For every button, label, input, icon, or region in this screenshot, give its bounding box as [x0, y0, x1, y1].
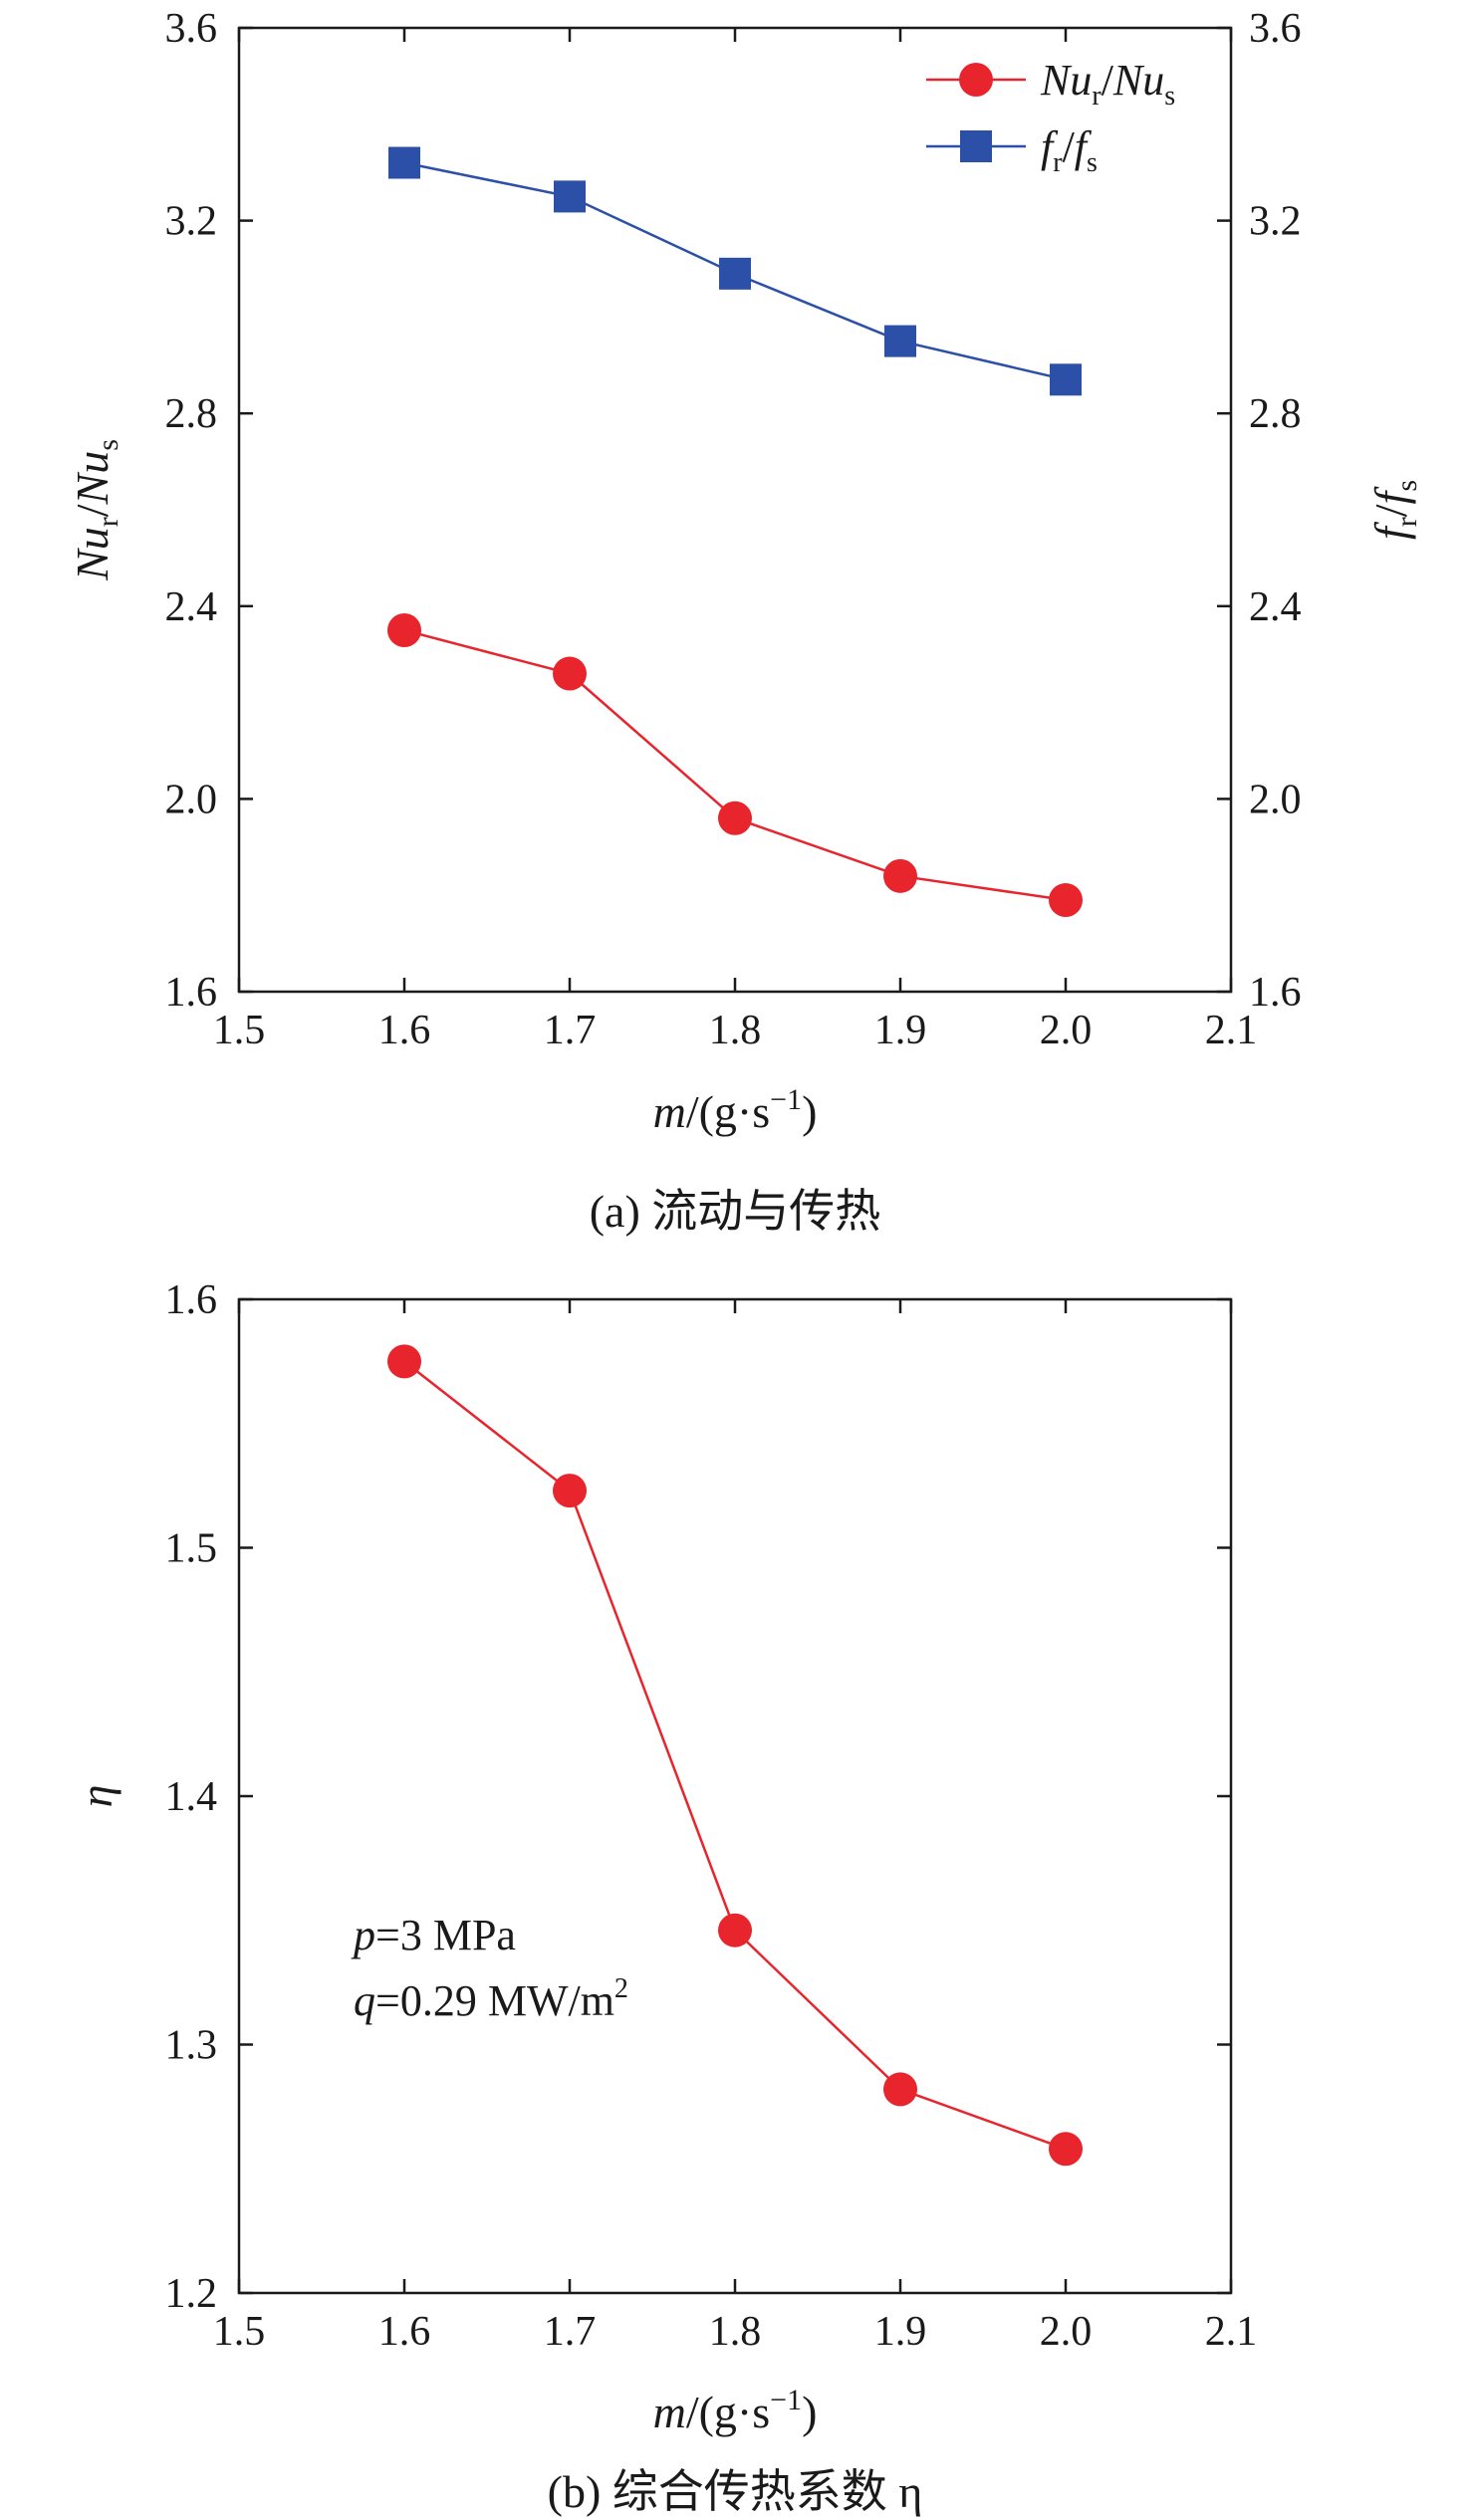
legend-label-nu: Nur/Nus	[1040, 56, 1175, 112]
data-point-eta	[718, 1913, 752, 1947]
x-tick-label: 1.5	[213, 1008, 266, 1053]
series-line-nu	[403, 628, 1067, 902]
y-axis-label-left-a: Nur/Nus	[67, 439, 124, 581]
data-point-eta	[553, 1474, 587, 1508]
series-markers-b	[387, 1344, 1083, 2167]
series-markers-a	[387, 146, 1083, 918]
y-tick-label: 1.4	[165, 1774, 218, 1820]
y-ticks-a: 1.6 2.0 2.4 2.8 3.2 3.6	[165, 6, 253, 1016]
y-tick-label: 1.5	[165, 1526, 218, 1572]
y-tick-label-right: 3.2	[1249, 199, 1302, 245]
data-point-eta	[883, 2072, 917, 2107]
data-point-nu	[883, 858, 917, 893]
plot-frame-a	[237, 26, 1233, 994]
y-axis-label-right-a: fr/fs	[1365, 480, 1423, 540]
x-ticks-a: 1.5 1.6 1.7 1.8 1.9 2.0 2.1	[213, 28, 1258, 1053]
y-tick-label-right: 2.4	[1249, 584, 1302, 630]
x-tick-label: 1.6	[378, 2309, 431, 2355]
legend-label-f: fr/fs	[1041, 122, 1098, 178]
y-tick-label: 1.6	[165, 1277, 218, 1323]
data-point-nu	[553, 656, 587, 691]
data-point-eta	[387, 1344, 421, 1379]
x-tick-label: 1.7	[544, 1008, 597, 1053]
y-tick-label: 1.6	[165, 970, 218, 1016]
x-tick-label: 1.9	[874, 1008, 927, 1053]
panel-a: 1.5 1.6 1.7 1.8 1.9 2.0 2.1 1.62.02.42.83.23.6…	[67, 6, 1423, 1237]
y-tick-label-right: 2.0	[1249, 777, 1302, 822]
series-lines-b	[403, 1360, 1067, 2151]
y-tick-label: 1.3	[165, 2023, 218, 2069]
data-point-nu	[387, 613, 421, 647]
x-tick-label: 2.1	[1205, 1008, 1258, 1053]
data-point-f	[1050, 363, 1082, 396]
y-tick-label: 2.0	[165, 777, 218, 822]
x-tick-label: 1.7	[544, 2309, 597, 2355]
data-point-nu	[718, 801, 752, 835]
x-ticks-b: 1.5 1.6 1.7 1.8 1.9 2.0 2.1	[213, 1299, 1258, 2355]
annotation-heat-flux: q=0.29 MW/m2	[354, 1973, 628, 2025]
y-tick-label-right: 3.6	[1249, 6, 1302, 52]
caption-a: (a) 流动与传热	[590, 1186, 881, 1237]
legend-marker-f	[960, 130, 992, 162]
data-point-eta	[1049, 2132, 1083, 2167]
plot-frame-b	[237, 1297, 1233, 2295]
x-tick-label: 2.0	[1040, 1008, 1093, 1053]
y-tick-label-right: 2.8	[1249, 391, 1302, 437]
data-point-f	[554, 180, 586, 213]
y-tick-label: 2.4	[165, 584, 218, 630]
y-tick-label: 3.2	[165, 199, 218, 245]
panel-b: 1.5 1.6 1.7 1.8 1.9 2.0 2.1 1.2 1.3 1.4 1.5 1.6 p=…	[71, 1277, 1257, 2517]
y-ticks-right-a: 1.6 2.0 2.4 2.8 3.2 3.6	[1217, 6, 1302, 1016]
caption-b: (b) 综合传热系数 η	[548, 2466, 923, 2517]
y-tick-label: 2.8	[165, 391, 218, 437]
data-point-f	[884, 325, 916, 357]
data-point-f	[719, 257, 751, 290]
y-ticks-b: 1.2 1.3 1.4 1.5 1.6	[165, 1277, 1231, 2317]
legend-marker-nu	[959, 63, 993, 97]
legend: Nur/Nus fr/fs	[926, 56, 1175, 178]
data-point-nu	[1049, 883, 1083, 918]
series-line-eta	[403, 1360, 1067, 2151]
y-tick-label-right: 1.6	[1249, 970, 1302, 1016]
x-axis-label-a: m/(g·s−1)	[653, 1083, 818, 1137]
x-axis-label-b: m/(g·s−1)	[653, 2384, 818, 2437]
x-tick-label: 1.6	[378, 1008, 431, 1053]
y-tick-label: 3.6	[165, 6, 218, 52]
data-point-f	[388, 146, 420, 179]
y-tick-label: 1.2	[165, 2271, 218, 2317]
x-tick-label: 2.1	[1205, 2309, 1258, 2355]
x-tick-label: 2.0	[1040, 2309, 1093, 2355]
annotation-pressure: p=3 MPa	[351, 1911, 516, 1959]
x-tick-label: 1.8	[709, 1008, 762, 1053]
y-axis-label-b: η	[71, 1785, 122, 1808]
x-tick-label: 1.8	[709, 2309, 762, 2355]
x-tick-label: 1.9	[874, 2309, 927, 2355]
x-tick-label: 1.5	[213, 2309, 266, 2355]
